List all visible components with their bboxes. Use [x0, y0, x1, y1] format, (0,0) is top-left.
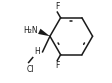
Text: F: F [55, 61, 59, 70]
Text: H₂N: H₂N [23, 26, 37, 35]
Text: Cl: Cl [26, 65, 33, 74]
Polygon shape [38, 29, 50, 36]
Text: F: F [55, 2, 59, 11]
Text: H: H [34, 47, 40, 56]
